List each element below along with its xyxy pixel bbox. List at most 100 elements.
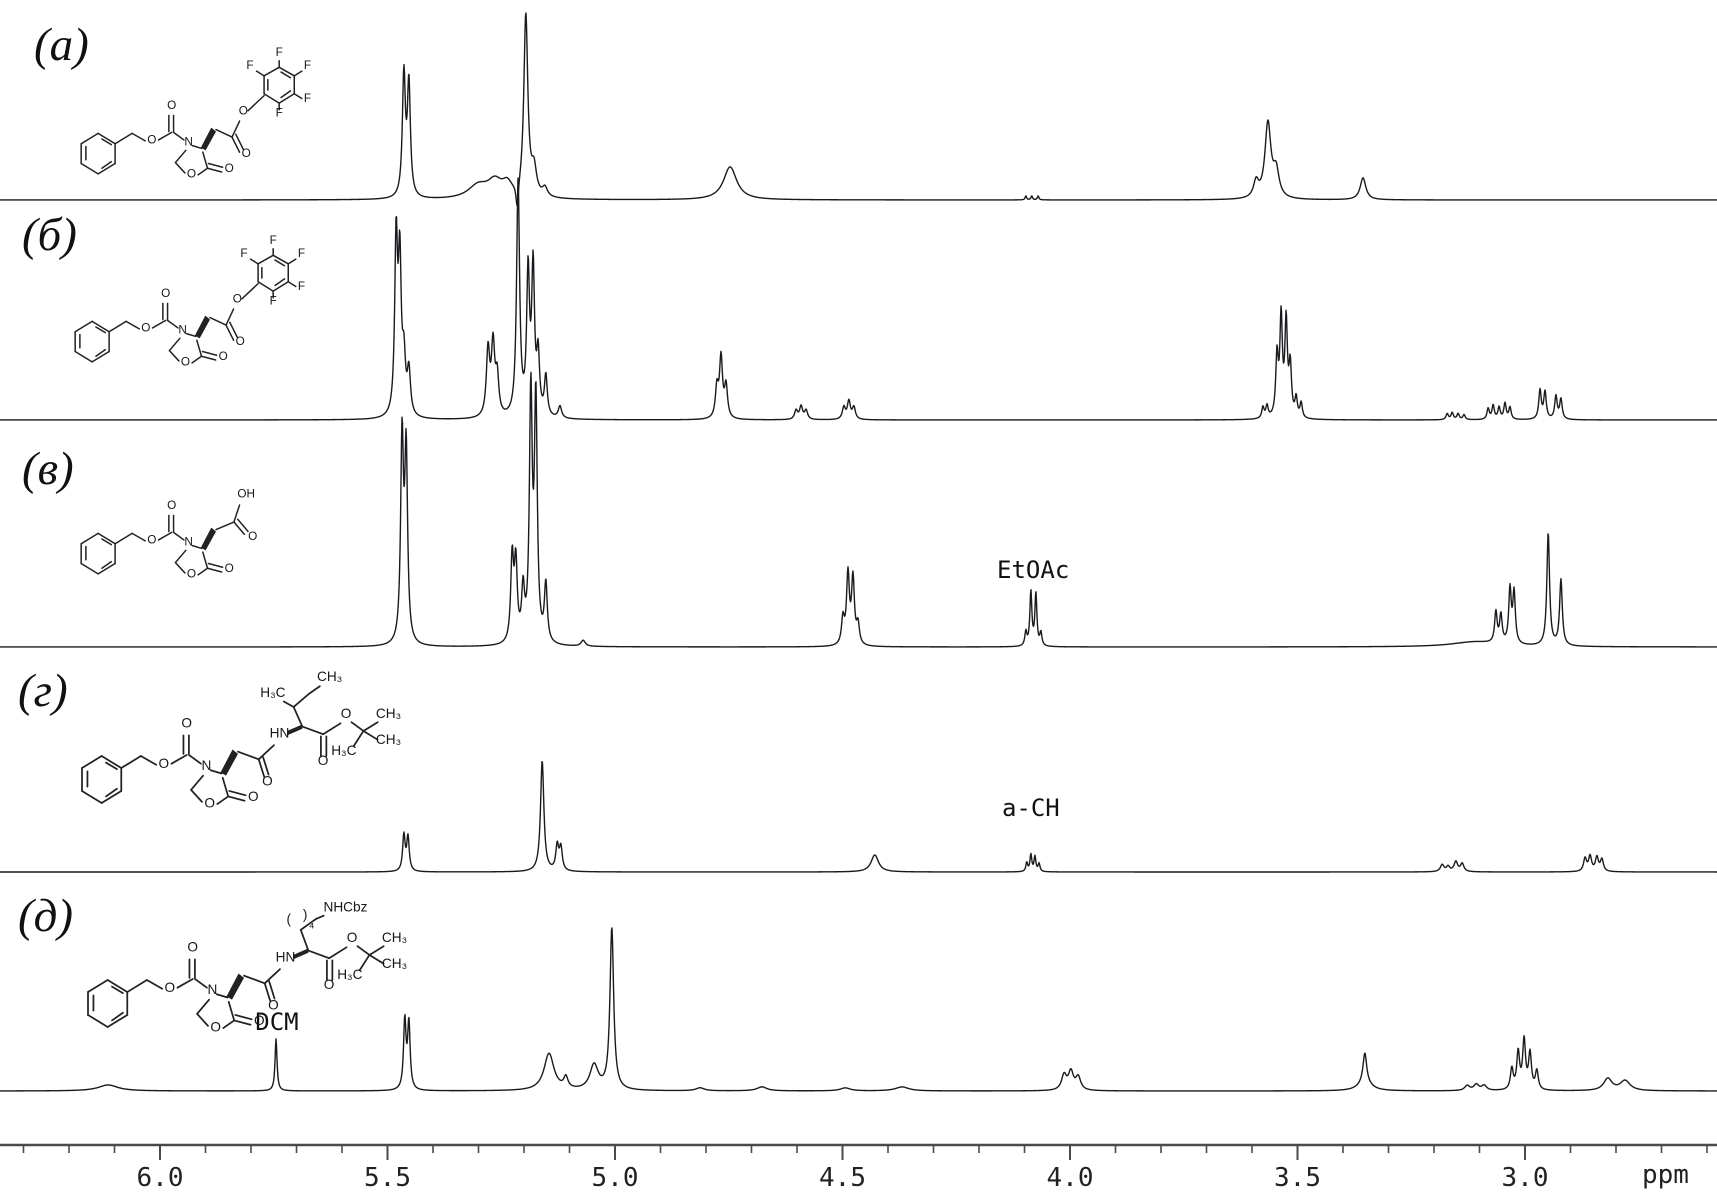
- atom-label: F: [276, 46, 283, 59]
- bond: [174, 549, 187, 564]
- bond: [196, 339, 203, 357]
- bond: [257, 744, 275, 761]
- bond: [227, 1000, 236, 1022]
- panel-label-d: (д): [18, 890, 74, 942]
- bond: [170, 754, 188, 765]
- bond: [202, 151, 209, 169]
- bond: [237, 750, 260, 761]
- atom-label: F: [304, 92, 311, 105]
- bond: [174, 561, 186, 574]
- x-axis-tick-label: 4.5: [819, 1163, 866, 1193]
- atom-label: F: [270, 294, 277, 307]
- x-axis-tick-label: 6.0: [137, 1163, 184, 1193]
- bond: [322, 722, 342, 736]
- bond: [108, 320, 127, 333]
- bond: [263, 968, 281, 985]
- bond: [176, 978, 194, 989]
- bond: [263, 92, 280, 104]
- atom-label: HN: [270, 726, 290, 741]
- bond: [190, 788, 203, 803]
- bond: [131, 532, 147, 542]
- atom-label: O: [147, 534, 156, 547]
- bond: [87, 1014, 109, 1028]
- bond: [280, 71, 292, 79]
- atom-label: N: [178, 324, 187, 337]
- atom-label: CH₃: [382, 930, 407, 945]
- bond: [146, 979, 164, 990]
- atom-label: (: [286, 911, 291, 926]
- bond: [80, 532, 99, 545]
- atom-label: O: [167, 99, 176, 112]
- atom-label: O: [248, 789, 259, 804]
- bond: [74, 320, 93, 333]
- bond: [197, 567, 209, 576]
- atom-label: O: [233, 292, 242, 305]
- atom-label: HN: [276, 950, 296, 965]
- atom-label: O: [187, 568, 196, 581]
- bond: [301, 725, 324, 736]
- atom-label: F: [298, 247, 305, 260]
- bond: [80, 562, 99, 575]
- bond: [101, 560, 113, 569]
- bond: [299, 918, 317, 931]
- bond: [168, 349, 180, 362]
- bond: [272, 254, 290, 265]
- bond: [263, 66, 280, 77]
- atom-label: ): [303, 907, 308, 922]
- atom-label: O: [141, 322, 150, 335]
- bond: [233, 521, 246, 536]
- bond: [126, 979, 148, 993]
- bond: [202, 551, 209, 569]
- atom-label: F: [276, 106, 283, 119]
- atom-label: CH₃: [376, 732, 401, 747]
- bond: [114, 132, 133, 145]
- atom-label: H₃C: [331, 743, 356, 758]
- bond: [172, 131, 185, 141]
- atom-label: O: [219, 350, 228, 363]
- bond: [101, 138, 113, 146]
- atom-label: H₃C: [260, 685, 285, 700]
- bond: [274, 259, 286, 267]
- bond: [172, 531, 185, 541]
- bond: [263, 982, 272, 1002]
- stereo-wedge-bond: [200, 127, 216, 151]
- stereo-wedge-bond: [200, 527, 216, 551]
- x-axis-tick-label: 5.5: [364, 1163, 411, 1193]
- bond: [207, 162, 224, 169]
- atom-label: CH₃: [382, 956, 407, 971]
- bond: [222, 1019, 236, 1029]
- spectrum-trace-b: [0, 177, 1717, 421]
- bond: [307, 949, 330, 960]
- stereo-wedge-bond: [194, 315, 210, 339]
- bond: [234, 1014, 253, 1021]
- bond: [229, 321, 239, 339]
- bond: [87, 979, 109, 993]
- bond: [292, 692, 310, 708]
- bond: [268, 980, 276, 1000]
- bond: [111, 1011, 124, 1022]
- bond: [362, 721, 379, 732]
- atom-label: O: [262, 774, 273, 789]
- bond: [206, 167, 223, 173]
- atom-label: N: [207, 982, 217, 997]
- panel-label-g: (г): [18, 665, 68, 717]
- bond: [231, 136, 241, 153]
- bond: [308, 685, 321, 695]
- bond: [225, 308, 235, 326]
- bond: [293, 92, 303, 100]
- bond: [97, 132, 116, 145]
- bond: [157, 531, 173, 541]
- bond: [299, 928, 310, 952]
- bond: [106, 979, 129, 993]
- spectrum-trace-d: [0, 927, 1717, 1092]
- atom-label: O: [324, 977, 335, 992]
- atom-label: O: [181, 356, 190, 369]
- bond: [280, 90, 292, 99]
- bond: [287, 258, 297, 265]
- bond: [207, 562, 224, 569]
- atom-label: O: [161, 287, 170, 300]
- atom-label: N: [184, 536, 193, 549]
- atom-label: O: [239, 104, 248, 117]
- atom-label: F: [246, 59, 253, 72]
- bond: [215, 521, 235, 531]
